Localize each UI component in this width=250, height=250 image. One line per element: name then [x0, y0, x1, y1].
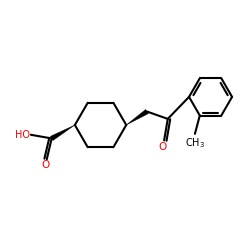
- Text: CH$_3$: CH$_3$: [185, 136, 205, 149]
- Text: HO: HO: [15, 130, 30, 140]
- Text: O: O: [159, 142, 167, 152]
- Polygon shape: [126, 110, 148, 125]
- Text: O: O: [42, 160, 50, 170]
- Polygon shape: [50, 125, 75, 140]
